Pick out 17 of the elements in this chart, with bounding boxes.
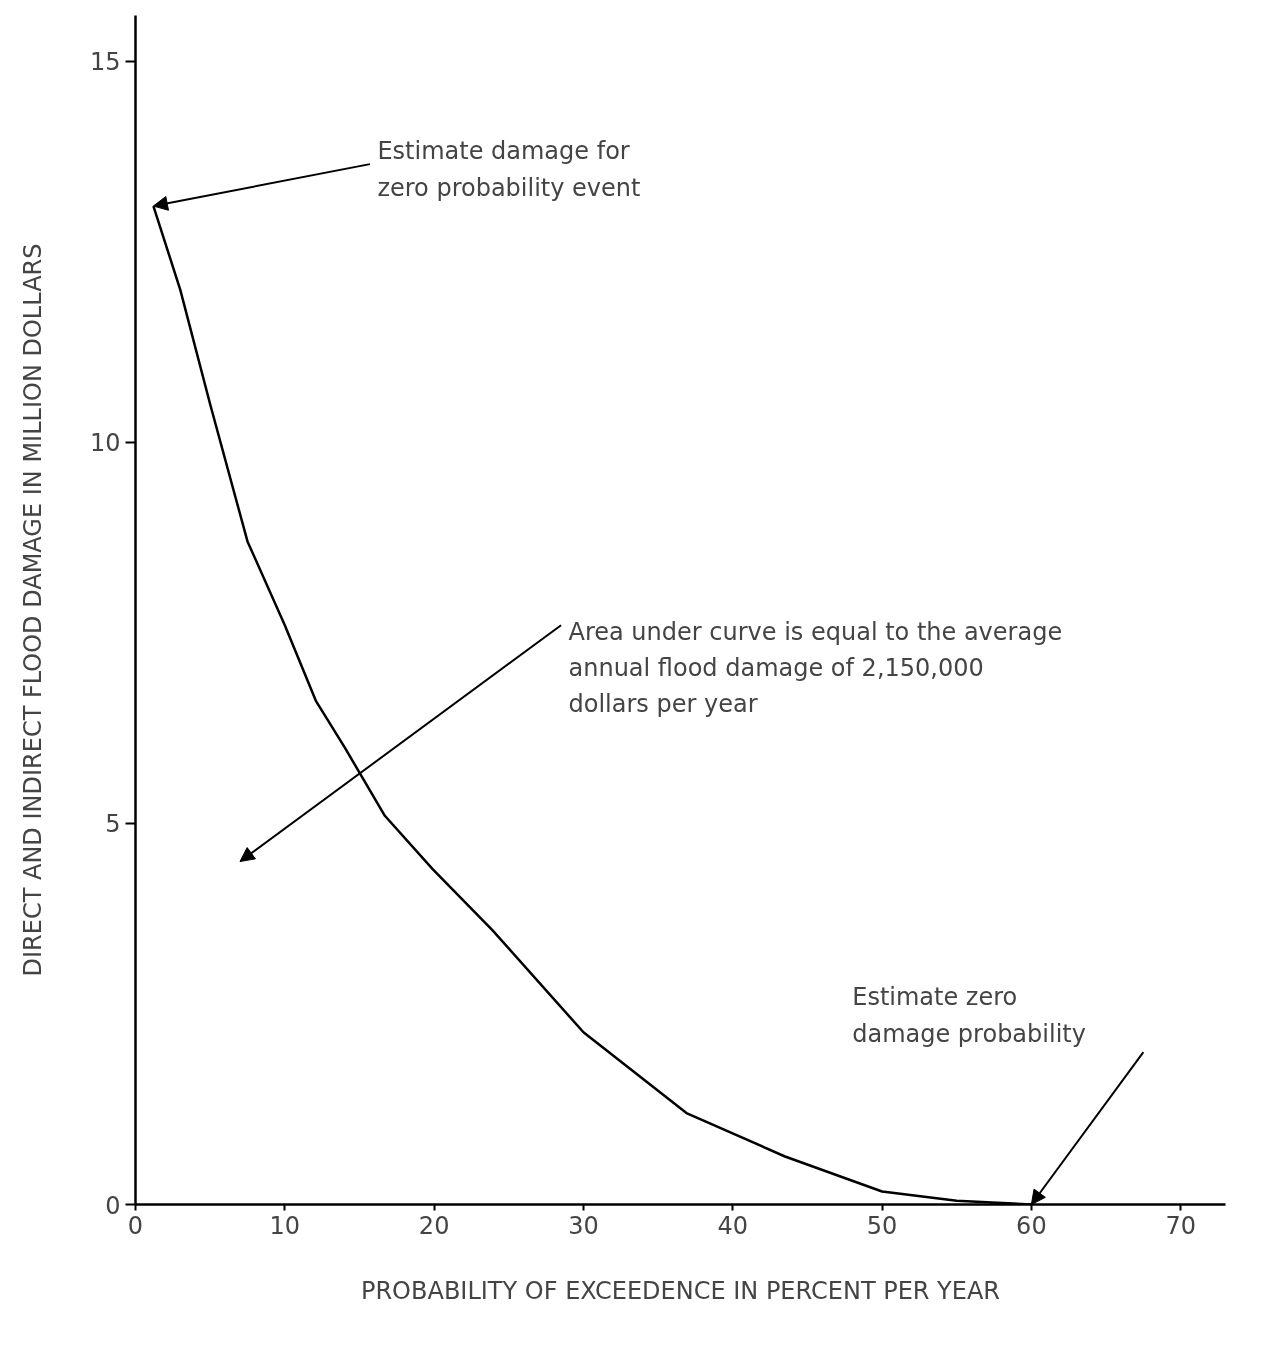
annotation: Estimate zero damage probability: [852, 983, 1086, 1048]
y-axis-title: DIRECT AND INDIRECT FLOOD DAMAGE IN MILLION DOLLARS: [18, 243, 47, 977]
annotation: Area under curve is equal to the average annual flood damage of 2,150,000 dollars per year: [568, 617, 1063, 719]
y-tick-label: 15: [89, 48, 121, 77]
y-tick-label: 0: [105, 1191, 121, 1220]
x-tick-label: 40: [717, 1211, 749, 1240]
x-tick-label: 20: [418, 1211, 450, 1240]
x-tick-label: 0: [127, 1211, 144, 1240]
x-tick-label: 70: [1165, 1211, 1196, 1240]
y-tick-label: 10: [89, 429, 121, 458]
x-tick-label: 10: [269, 1211, 301, 1240]
y-tick-label: 5: [105, 810, 121, 839]
x-axis-title: PROBABILITY OF EXCEEDENCE IN PERCENT PER YEAR: [360, 1276, 1001, 1305]
x-tick-label: 60: [1016, 1211, 1047, 1240]
x-tick-label: 50: [866, 1211, 898, 1240]
annotation: Estimate damage for zero probability event: [377, 137, 641, 202]
x-tick-label: 30: [568, 1211, 599, 1240]
